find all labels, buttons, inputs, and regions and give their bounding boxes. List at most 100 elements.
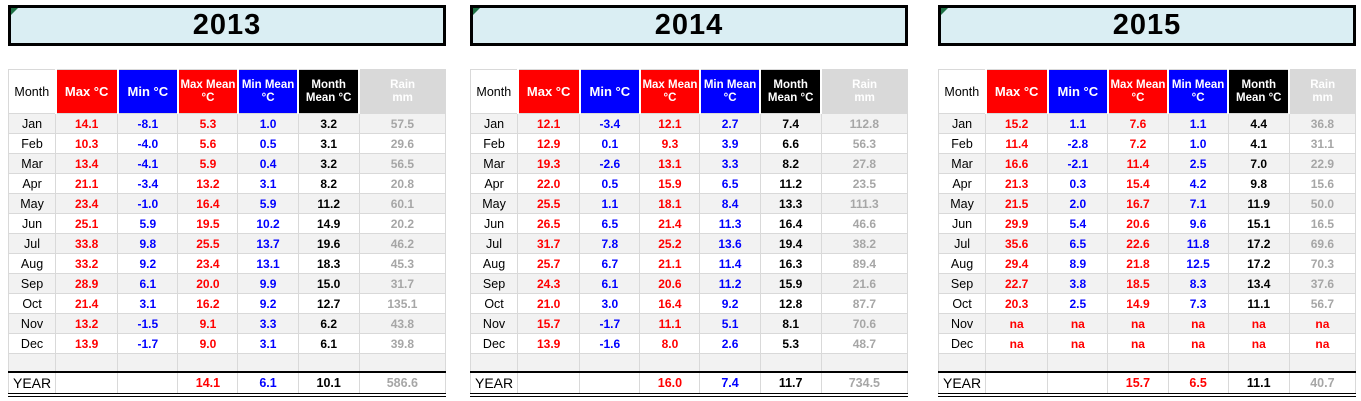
cell-month-mean[interactable]: 5.3 [759,333,822,354]
cell-max-mean[interactable]: 5.9 [177,153,239,174]
cell-min[interactable]: 0.3 [1047,173,1109,194]
cell-max-mean[interactable]: 22.6 [1107,233,1169,254]
cell-month[interactable]: Oct [7,293,57,314]
empty-cell[interactable] [7,353,57,372]
cell-rain[interactable]: 27.8 [820,153,909,174]
year-row-label[interactable]: YEAR [937,370,987,397]
cell-rain[interactable]: 22.9 [1288,153,1357,174]
col-header-month[interactable]: Month [7,69,57,114]
year-cell-min-mean[interactable]: 7.4 [699,370,761,397]
cell-month[interactable]: Apr [469,173,519,194]
cell-min-mean[interactable]: 5.1 [699,313,761,334]
empty-cell[interactable] [937,353,987,372]
cell-min-mean[interactable]: 10.2 [237,213,299,234]
col-header-max-mean[interactable]: Max Mean °C [638,69,701,114]
cell-month[interactable]: Dec [469,333,519,354]
cell-min[interactable]: 9.2 [117,253,179,274]
cell-min-mean[interactable]: 1.0 [1167,133,1229,154]
cell-month-mean[interactable]: 13.3 [759,193,822,214]
cell-min[interactable]: -1.7 [117,333,179,354]
cell-max[interactable]: 25.7 [517,253,581,274]
cell-min[interactable]: 6.5 [1047,233,1109,254]
cell-max[interactable]: 26.5 [517,213,581,234]
year-cell-max-mean[interactable]: 15.7 [1107,370,1169,397]
cell-max-mean[interactable]: 7.2 [1107,133,1169,154]
cell-max[interactable]: 13.2 [55,313,119,334]
col-header-month[interactable]: Month [469,69,519,114]
cell-min[interactable]: 1.1 [1047,113,1109,134]
col-header-month[interactable]: Month [937,69,987,114]
cell-month-mean[interactable]: 11.1 [1227,293,1290,314]
cell-month[interactable]: Jan [7,113,57,134]
cell-min[interactable]: 5.4 [1047,213,1109,234]
cell-rain[interactable]: 69.6 [1288,233,1357,254]
cell-month-mean[interactable]: 19.4 [759,233,822,254]
cell-month-mean[interactable]: 6.1 [297,333,360,354]
cell-max-mean[interactable]: 15.9 [639,173,701,194]
cell-min-mean[interactable]: 2.5 [1167,153,1229,174]
cell-min-mean[interactable]: 9.2 [237,293,299,314]
empty-cell[interactable] [517,353,581,372]
cell-min[interactable]: -1.6 [579,333,641,354]
cell-min[interactable]: 3.0 [579,293,641,314]
empty-cell[interactable] [469,353,519,372]
empty-cell[interactable] [1107,353,1169,372]
cell-min-mean[interactable]: 11.3 [699,213,761,234]
cell-month-mean[interactable]: na [1227,313,1290,334]
cell-month-mean[interactable]: 9.8 [1227,173,1290,194]
cell-min[interactable]: 0.5 [579,173,641,194]
cell-month[interactable]: Jul [937,233,987,254]
cell-max[interactable]: 21.3 [985,173,1049,194]
year-cell-max[interactable] [985,370,1049,397]
cell-month[interactable]: Sep [469,273,519,294]
cell-min-mean[interactable]: na [1167,313,1229,334]
cell-month[interactable]: Mar [937,153,987,174]
cell-max[interactable]: 15.7 [517,313,581,334]
col-header-min-mean[interactable]: Min Mean °C [236,69,300,114]
cell-min[interactable]: 6.1 [579,273,641,294]
cell-month[interactable]: Feb [937,133,987,154]
cell-min[interactable]: 2.0 [1047,193,1109,214]
cell-min[interactable]: -3.4 [579,113,641,134]
cell-min[interactable]: 7.8 [579,233,641,254]
cell-month-mean[interactable]: 17.2 [1227,253,1290,274]
empty-cell[interactable] [579,353,641,372]
cell-max-mean[interactable]: 25.5 [177,233,239,254]
cell-month-mean[interactable]: 16.3 [759,253,822,274]
cell-max[interactable]: 24.3 [517,273,581,294]
cell-min-mean[interactable]: 13.1 [237,253,299,274]
cell-max-mean[interactable]: 5.6 [177,133,239,154]
cell-min[interactable]: 9.8 [117,233,179,254]
empty-cell[interactable] [639,353,701,372]
empty-cell[interactable] [759,353,822,372]
cell-month[interactable]: Feb [469,133,519,154]
year-title-box-2015[interactable]: 2015 [938,5,1356,46]
cell-rain[interactable]: 39.8 [358,333,447,354]
cell-min[interactable]: 2.5 [1047,293,1109,314]
cell-rain[interactable]: 112.8 [820,113,909,134]
cell-rain[interactable]: 46.2 [358,233,447,254]
cell-max-mean[interactable]: 9.0 [177,333,239,354]
cell-max-mean[interactable]: 9.3 [639,133,701,154]
cell-min-mean[interactable]: 2.7 [699,113,761,134]
cell-month[interactable]: Sep [937,273,987,294]
cell-month-mean[interactable]: 4.4 [1227,113,1290,134]
cell-min[interactable]: 3.1 [117,293,179,314]
cell-month-mean[interactable]: 17.2 [1227,233,1290,254]
cell-rain[interactable]: 111.3 [820,193,909,214]
col-header-max[interactable]: Max °C [516,69,581,114]
col-header-min-mean[interactable]: Min Mean °C [698,69,762,114]
cell-month-mean[interactable]: 18.3 [297,253,360,274]
cell-month-mean[interactable]: 15.0 [297,273,360,294]
empty-cell[interactable] [1288,353,1357,372]
cell-rain[interactable]: 38.2 [820,233,909,254]
cell-min[interactable]: -4.1 [117,153,179,174]
cell-min[interactable]: 5.9 [117,213,179,234]
cell-min-mean[interactable]: 9.9 [237,273,299,294]
cell-month[interactable]: Jun [469,213,519,234]
cell-min-mean[interactable]: 7.1 [1167,193,1229,214]
col-header-rain[interactable]: Rain mm [820,69,909,114]
cell-month[interactable]: May [937,193,987,214]
cell-month[interactable]: Nov [469,313,519,334]
cell-min[interactable]: -1.0 [117,193,179,214]
